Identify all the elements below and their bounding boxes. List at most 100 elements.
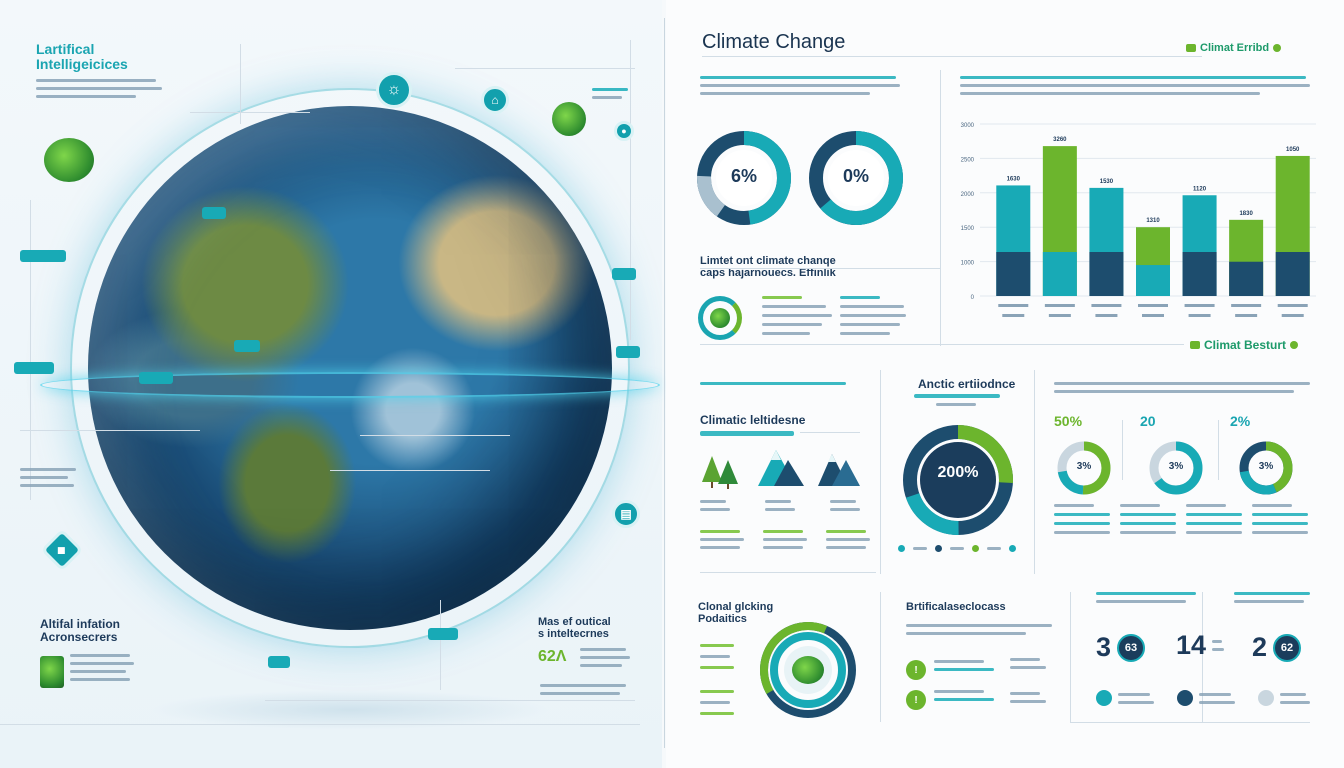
leaf-icon <box>1190 341 1200 349</box>
digit1: 3 <box>1096 632 1112 662</box>
x-tick-mark <box>998 304 1029 307</box>
bottom-left-legend2 <box>700 690 740 715</box>
x-tick-mark <box>1188 314 1211 317</box>
digit1-badge: 63 <box>1117 633 1146 662</box>
tag-pill <box>612 268 636 280</box>
bottom-left-text <box>70 654 134 681</box>
climate-influence-title: Climatic leltidesne <box>700 413 806 427</box>
left-panel: Lartifical Intelligeicices ☼ ⌂ ▤ ◆ ● <box>0 0 662 768</box>
bar-segment <box>1182 252 1217 296</box>
bottom-mid-text <box>580 648 630 667</box>
tree-icon <box>700 454 740 490</box>
arctic-legend <box>898 545 1016 552</box>
node-icon-left[interactable]: ◆ <box>40 528 84 572</box>
x-tick-mark <box>1044 304 1075 307</box>
climate-influence-sub <box>700 431 794 436</box>
mini-donut-3-value: 3% <box>1258 461 1274 472</box>
page-divider <box>664 18 665 748</box>
leaf-icon <box>1186 44 1196 52</box>
ring-chart <box>758 620 858 720</box>
left-title-line2: Intelligeicices <box>36 55 128 72</box>
x-tick-mark <box>1095 314 1118 317</box>
bottom-left-title-line1: Clonal glcking <box>698 601 774 613</box>
tag-pill <box>20 250 66 262</box>
chart-badge: CIimat Besturt <box>1190 338 1299 352</box>
step-side-text-2 <box>1010 692 1050 703</box>
donut-caption: Limtet ont climate chanqe caps hajarnoue… <box>700 255 836 279</box>
left-title-text <box>36 79 162 99</box>
globe-icon <box>1273 44 1282 52</box>
step-text-2 <box>934 690 1004 701</box>
tag-pill <box>234 340 260 352</box>
icon-row-legend <box>700 530 870 549</box>
bottom-left-title1: Altifal infation <box>40 617 120 631</box>
bar-segment <box>1042 252 1077 296</box>
digit3-badge: 62 <box>1273 633 1302 662</box>
x-tick-mark <box>1281 314 1304 317</box>
gauge-icon <box>1177 690 1193 706</box>
node-icon-right1[interactable]: ⌂ <box>481 86 509 114</box>
mini-donut-1: 3% <box>1056 440 1112 496</box>
globe-equator-ring <box>40 372 660 398</box>
y-tick-label: 3000 <box>961 123 975 129</box>
digit-footer-icons <box>1096 690 1310 706</box>
y-tick-label: 1500 <box>961 226 975 232</box>
digit-block-2: 14 <box>1176 630 1225 661</box>
bottom-mid-text2 <box>540 684 630 695</box>
bar-segment <box>1089 252 1124 296</box>
bar-value-label: 3260 <box>1053 137 1067 143</box>
gauge-icon <box>1096 690 1112 706</box>
node-icon-top[interactable]: ☼ <box>376 72 412 108</box>
globe-shadow <box>150 690 550 730</box>
y-tick-label: 2000 <box>961 192 975 198</box>
donut-caption-line1: Limtet ont climate chanqe <box>700 255 836 267</box>
stats-text-grid <box>1054 504 1310 534</box>
node-icon-right2[interactable]: ▤ <box>612 500 640 528</box>
bottom-left-block: Altifal infation Acronsecrers <box>40 618 120 643</box>
bottom-mid-title2: s inteltecrnes <box>538 627 609 640</box>
digit2: 14 <box>1176 630 1207 660</box>
legend-list-1 <box>762 296 832 335</box>
digit-block-1: 3 63 <box>1096 632 1146 663</box>
bar-segment <box>996 252 1031 296</box>
globe <box>88 106 612 630</box>
mountain-icon-1 <box>756 448 806 488</box>
bottom-left-title: Clonal glcking Podaitics <box>698 601 774 625</box>
chart-header-text <box>960 76 1310 95</box>
x-tick-mark <box>1048 314 1071 317</box>
bar-chart: 3000 2500 2000 1500 1000 0 1630 3260 1530 1310 112… <box>946 116 1326 326</box>
donut1-value: 6% <box>730 166 757 186</box>
x-tick-mark <box>1091 304 1122 307</box>
digit-block-3: 2 62 <box>1252 632 1302 663</box>
bottom-left-title2: Acronsecrers <box>40 629 118 644</box>
arctic-donut: 200% <box>902 424 1014 536</box>
step-node-2[interactable]: ! <box>906 690 926 710</box>
node-icon-small[interactable]: ● <box>614 121 634 141</box>
mini-donut-2: 3% <box>1148 440 1204 496</box>
leaf-gauge-icon <box>698 296 742 340</box>
mini-donut-2-value: 3% <box>1168 461 1184 472</box>
y-tick-label: 1000 <box>961 261 975 267</box>
bottom-left-title-line2: Podaitics <box>698 612 747 625</box>
x-tick-mark <box>1002 314 1025 317</box>
top-left-text <box>700 76 900 95</box>
x-tick-mark <box>1138 304 1168 307</box>
step-side-text-1 <box>1010 658 1050 669</box>
mountain-icon-2 <box>816 452 860 488</box>
mid-left-text <box>700 382 850 385</box>
bottom-mid-text <box>906 624 1052 635</box>
x-tick-mark <box>1142 314 1164 317</box>
arctic-sub <box>914 394 1004 406</box>
bottom-mid-title: Brtificalaseclocass <box>906 601 1006 613</box>
bottom-mid-block: Mas ef outical s inteltecrnes <box>538 616 611 640</box>
stat1-value: 50% <box>1054 413 1083 429</box>
bottom-mid-title1: Mas ef outical <box>538 616 611 628</box>
ring-center-image <box>792 656 824 684</box>
digit-headers <box>1096 592 1310 603</box>
donut2: 0% <box>808 130 904 226</box>
x-tick-mark <box>1184 304 1215 307</box>
digit3: 2 <box>1252 632 1268 662</box>
plant-thumb-top <box>44 138 94 182</box>
step-node-1[interactable]: ! <box>906 660 926 680</box>
mini-donut-3: 3% <box>1238 440 1294 496</box>
